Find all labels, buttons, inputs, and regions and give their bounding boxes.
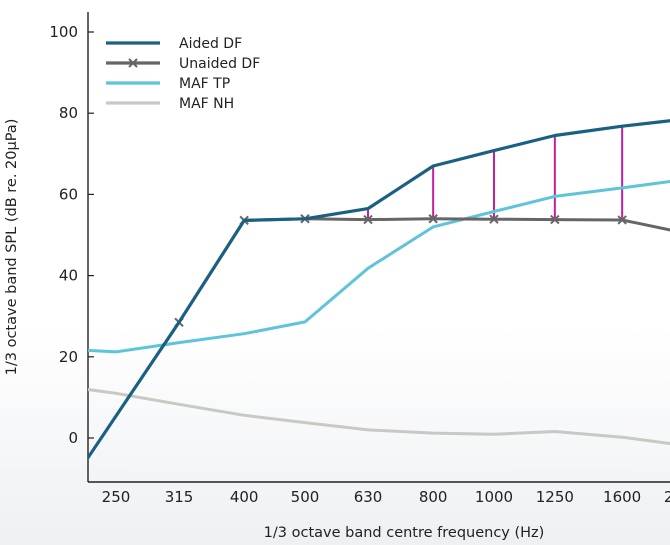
unaided-marker	[489, 214, 499, 224]
unaided-marker	[428, 214, 438, 224]
y-tick-label: 80	[59, 104, 78, 122]
legend-label-unaided-df: Unaided DF	[179, 56, 260, 72]
x-tick-label: 315	[165, 488, 194, 506]
legend-marker	[128, 58, 138, 68]
series-line-maf-nh	[88, 388, 670, 446]
series-line-aided-df	[88, 119, 670, 461]
legend-label-maf-tp: MAF TP	[179, 76, 230, 92]
x-tick-label: 400	[230, 488, 259, 506]
x-tick-label: 1250	[536, 488, 574, 506]
x-tick-label: 500	[291, 488, 320, 506]
plot-area: 0 20 40 60 80 100 250 315 400 500 630 800 1000 1250 1…	[49, 12, 670, 506]
legend-label-aided-df: Aided DF	[179, 36, 242, 52]
x-tick-label: 2000	[664, 488, 670, 506]
difference-lines	[367, 126, 624, 220]
y-tick-label: 20	[59, 348, 78, 366]
series-lines	[88, 119, 670, 461]
legend-label-maf-nh: MAF NH	[179, 96, 234, 112]
y-tick-label: 40	[59, 267, 78, 285]
y-ticks: 0 20 40 60 80 100	[49, 23, 94, 447]
unaided-marker	[550, 214, 560, 225]
x-tick-label: 1600	[603, 488, 641, 506]
unaided-marker	[617, 215, 627, 225]
y-tick-label: 0	[68, 429, 78, 447]
y-tick-label: 60	[59, 185, 78, 203]
x-tick-label: 1000	[475, 488, 513, 506]
legend: Aided DF Unaided DF MAF TP MAF NH	[106, 36, 260, 112]
y-tick-label: 100	[49, 23, 78, 41]
x-axis-title: 1/3 octave band centre frequency (Hz)	[264, 525, 545, 541]
y-axis-title: 1/3 octave band SPL (dB re. 20µPa)	[4, 119, 20, 376]
series-line-maf-tp	[88, 180, 670, 354]
x-ticks: 25031540050063080010001250160020002500	[102, 488, 670, 506]
x-tick-label: 630	[354, 488, 383, 506]
series-line-unaided-df	[177, 217, 670, 324]
x-tick-label: 250	[102, 488, 131, 506]
x-tick-label: 800	[419, 488, 448, 506]
unaided-marker	[363, 214, 373, 225]
